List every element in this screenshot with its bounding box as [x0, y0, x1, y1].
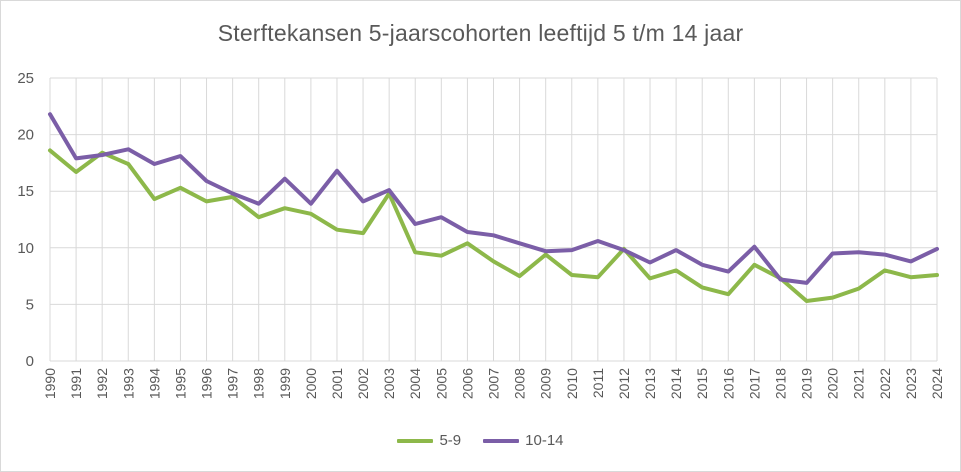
x-tick-label: 2010: [564, 368, 580, 399]
x-tick-label: 2000: [303, 368, 319, 399]
x-tick-label: 1995: [172, 368, 188, 399]
x-tick-label: 2024: [929, 368, 945, 399]
x-tick-label: 1991: [68, 368, 84, 399]
x-tick-label: 2005: [433, 368, 449, 399]
y-axis-ticks: 0 5 10 15 20 25: [17, 70, 34, 370]
x-tick-label: 2004: [407, 368, 423, 399]
x-tick-label: 2012: [616, 368, 632, 399]
x-tick-label: 2011: [590, 368, 606, 398]
x-tick-label: 2001: [329, 368, 345, 399]
x-tick-label: 2014: [668, 368, 684, 399]
x-tick-label: 1994: [146, 368, 162, 399]
x-tick-label: 1997: [225, 368, 241, 399]
x-tick-label: 2018: [772, 368, 788, 399]
legend: 5-9 10-14: [0, 432, 961, 449]
y-tick-label: 20: [17, 127, 34, 144]
x-tick-label: 1990: [42, 368, 58, 399]
legend-swatch-5-9: [397, 438, 434, 443]
x-tick-label: 2008: [512, 368, 528, 399]
x-tick-label: 2013: [642, 368, 658, 399]
x-tick-label: 2003: [381, 368, 397, 399]
legend-label-5-9: 5-9: [439, 432, 462, 449]
x-tick-label: 1999: [277, 368, 293, 399]
legend-swatch-10-14: [483, 438, 520, 443]
legend-item-5-9: 5-9: [397, 432, 461, 449]
y-tick-label: 25: [17, 70, 34, 87]
y-tick-label: 0: [26, 353, 34, 370]
x-tick-label: 2006: [459, 368, 475, 399]
legend-label-10-14: 10-14: [525, 432, 564, 449]
y-tick-label: 15: [17, 183, 34, 200]
y-tick-label: 5: [26, 296, 34, 313]
x-tick-label: 2022: [877, 368, 893, 399]
x-tick-label: 1996: [199, 368, 215, 399]
y-tick-label: 10: [17, 240, 34, 257]
x-tick-label: 1998: [251, 368, 267, 399]
x-tick-label: 2002: [355, 368, 371, 399]
x-tick-label: 1992: [94, 368, 110, 399]
chart-title: Sterftekansen 5-jaarscohorten leeftijd 5…: [217, 20, 744, 46]
x-tick-label: 2019: [799, 368, 815, 399]
series-lines: [48, 112, 939, 303]
x-tick-label: 2023: [903, 368, 919, 399]
x-tick-label: 2009: [538, 368, 554, 399]
gridlines: [49, 77, 938, 362]
x-tick-label: 2017: [746, 368, 762, 399]
x-axis-ticks: 1990 1991 1992 1993 1994 1995 1996 1997 1998 1999…: [42, 368, 945, 399]
x-tick-label: 2021: [851, 368, 867, 399]
legend-item-10-14: 10-14: [483, 432, 564, 449]
x-tick-label: 1993: [120, 368, 136, 399]
x-tick-label: 2015: [694, 368, 710, 399]
x-tick-label: 2020: [825, 368, 841, 399]
series-line-10-14: [48, 112, 939, 285]
x-tick-label: 2007: [486, 368, 502, 399]
x-tick-label: 2016: [720, 368, 736, 399]
series-line-5-9: [48, 148, 939, 303]
